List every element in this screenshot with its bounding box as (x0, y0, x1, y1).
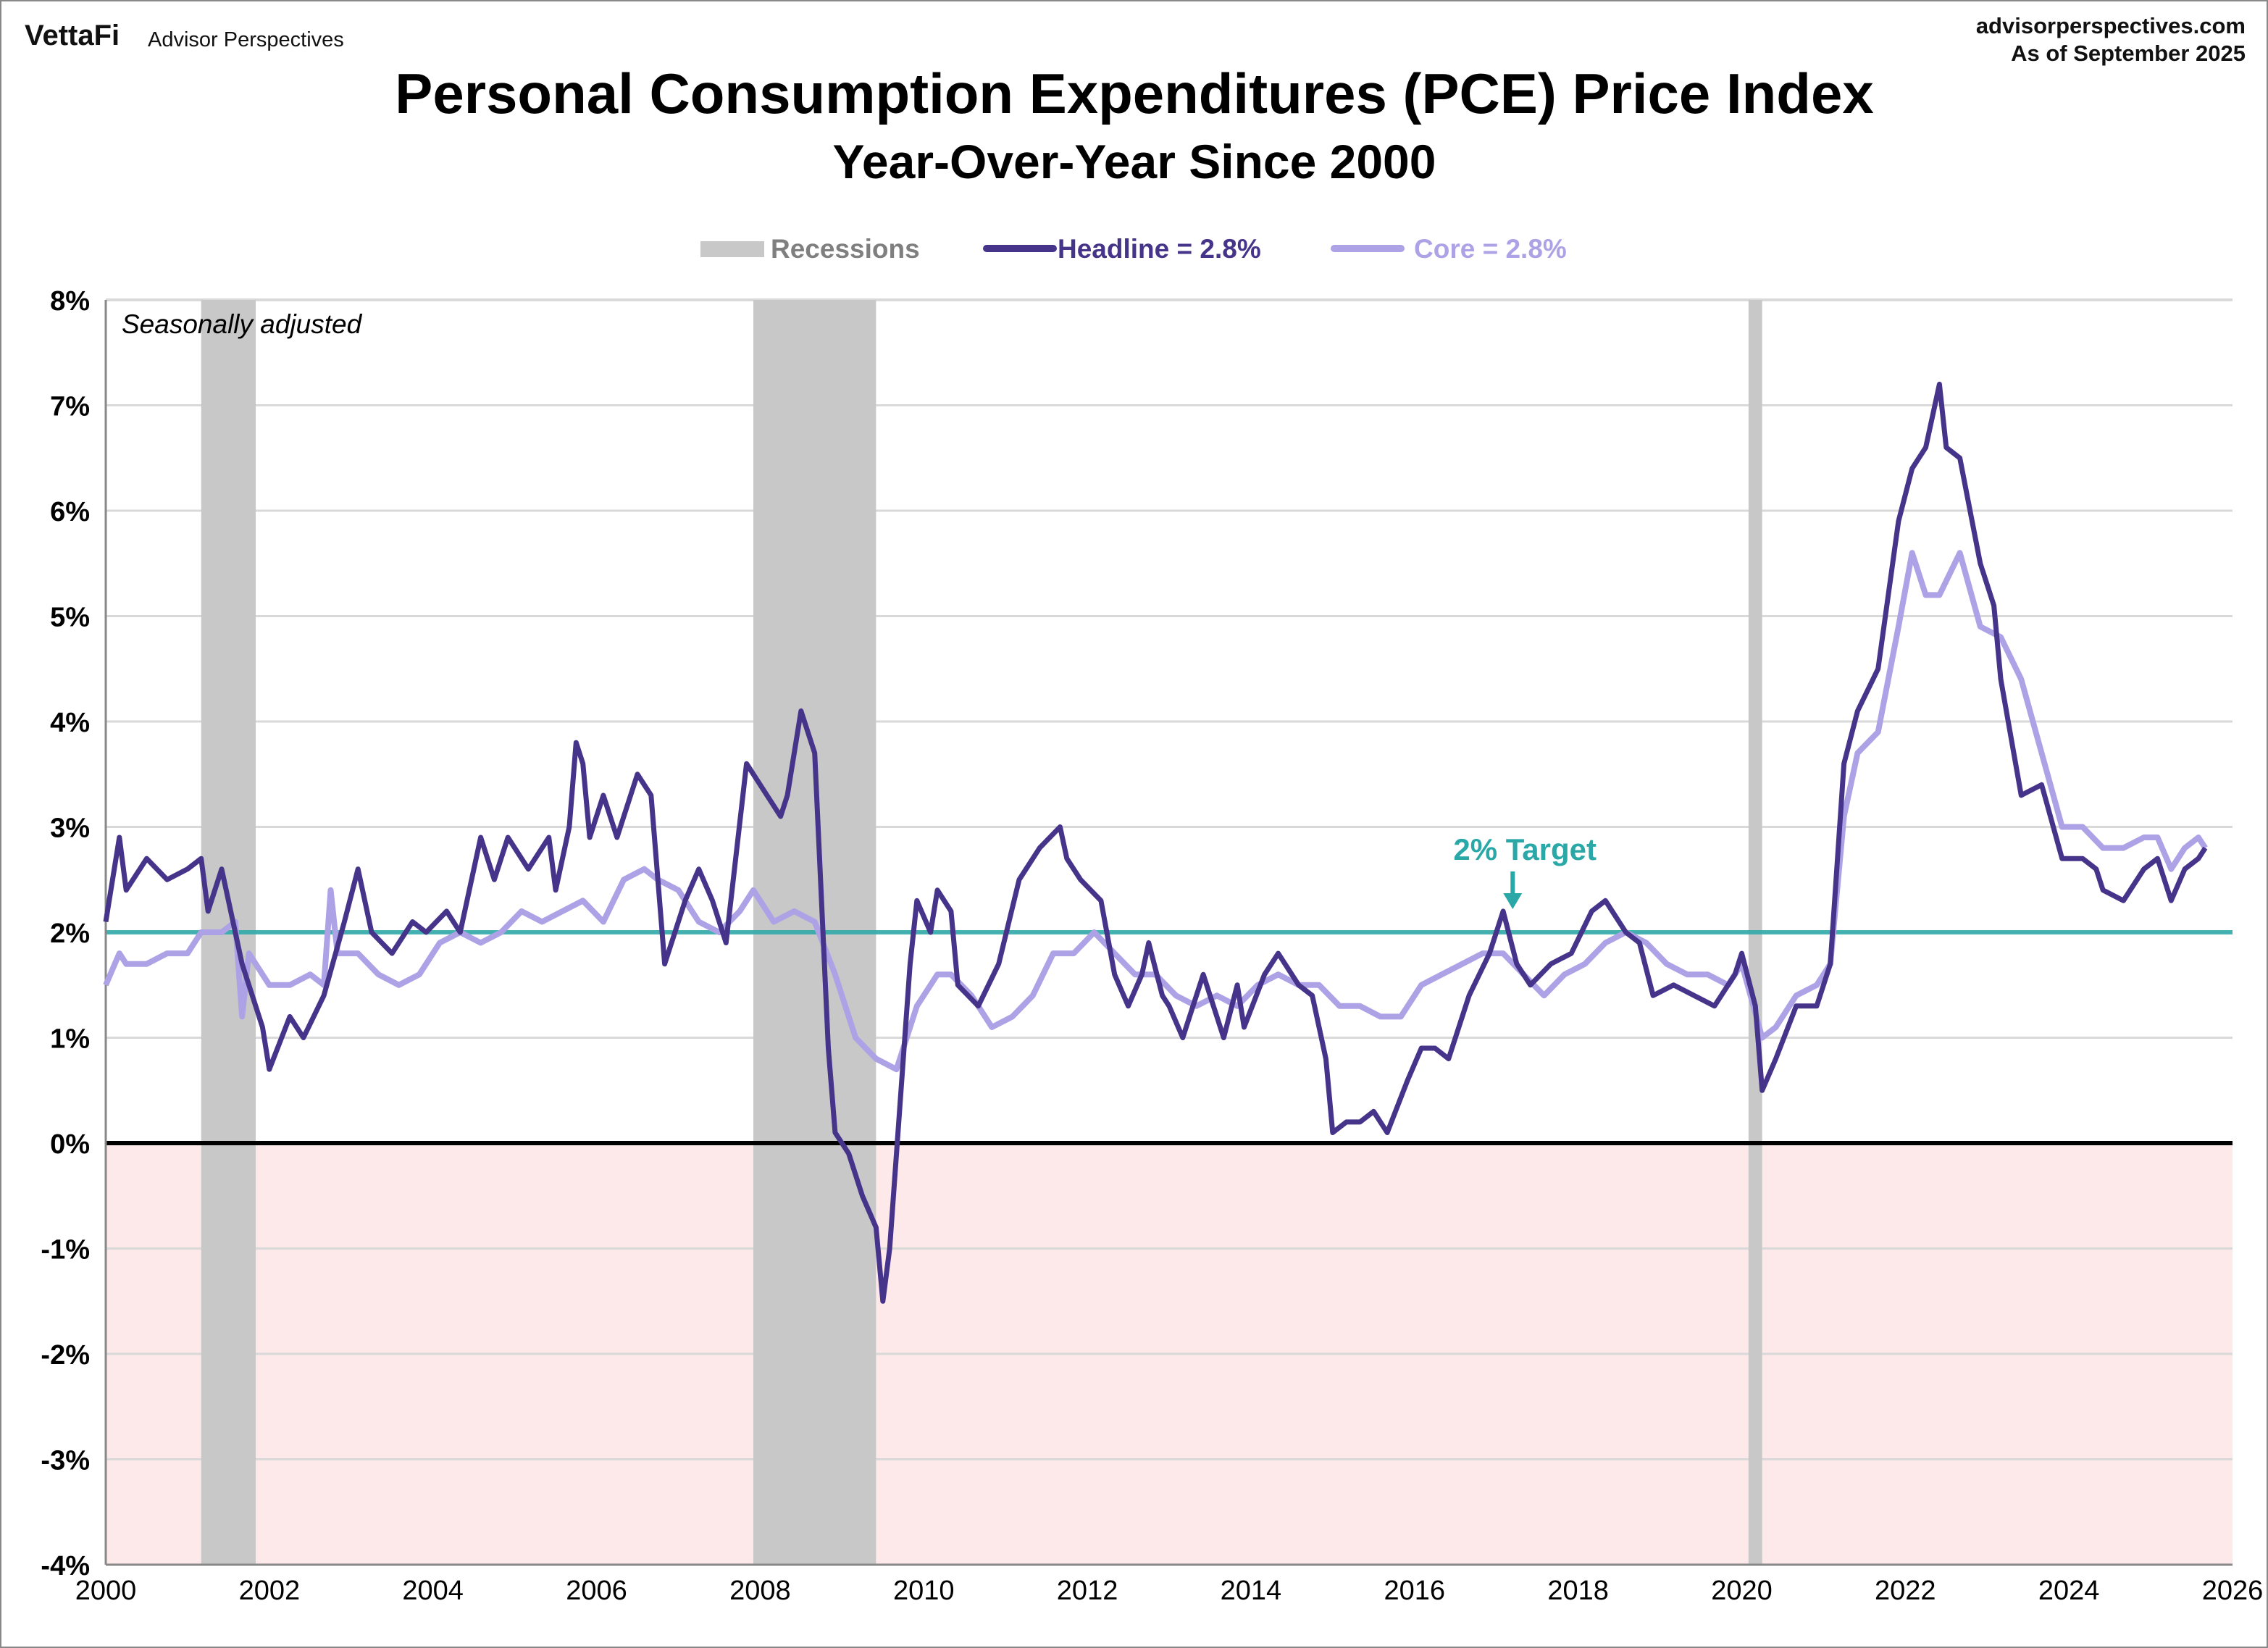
y-tick-label: 6% (50, 497, 90, 527)
x-tick-label: 2026 (2202, 1576, 2264, 1606)
x-tick-label: 2008 (729, 1576, 791, 1606)
x-tick-label: 2020 (1711, 1576, 1773, 1606)
legend-core-label: Core = 2.8% (1414, 234, 1567, 264)
x-tick-label: 2010 (893, 1576, 955, 1606)
target-arrow-icon (1503, 871, 1523, 909)
as-of-date: As of September 2025 (2011, 41, 2246, 66)
series-line-headline (103, 381, 2208, 1304)
y-tick-label: 8% (50, 286, 90, 317)
plot-area: -4% -3% -2% -1% 0% 1% 2% 3% 4% 5% 6% 7% 8% 2000 2002 20… (41, 286, 2263, 1606)
x-tick-label: 2004 (402, 1576, 464, 1606)
y-tick-label: 0% (50, 1129, 90, 1160)
legend-recessions-swatch (700, 241, 764, 257)
y-tick-label: 2% (50, 919, 90, 949)
target-label: 2% Target (1453, 832, 1597, 866)
x-tick-label: 2006 (566, 1576, 627, 1606)
x-tick-label: 2002 (239, 1576, 301, 1606)
x-tick-label: 2012 (1057, 1576, 1118, 1606)
y-tick-label: -1% (41, 1235, 90, 1266)
y-tick-label: -2% (41, 1340, 90, 1371)
site-url: advisorperspectives.com (1976, 13, 2246, 38)
seasonal-note: Seasonally adjusted (122, 309, 363, 339)
series-line-core (103, 550, 2208, 1073)
x-tick-label: 2000 (75, 1576, 137, 1606)
y-tick-label: 7% (50, 392, 90, 422)
brand-name: Advisor Perspectives (148, 28, 344, 51)
x-tick-label: 2024 (2038, 1576, 2100, 1606)
y-tick-label: 4% (50, 708, 90, 738)
legend-recessions-label: Recessions (771, 234, 920, 264)
legend-headline-label: Headline = 2.8% (1058, 234, 1261, 264)
chart-title: Personal Consumption Expenditures (PCE) … (395, 62, 1873, 125)
x-tick-label: 2014 (1221, 1576, 1282, 1606)
chart-subtitle: Year-Over-Year Since 2000 (833, 135, 1436, 188)
y-tick-label: 3% (50, 813, 90, 844)
y-tick-label: -4% (41, 1551, 90, 1581)
x-tick-label: 2016 (1384, 1576, 1445, 1606)
vettafi-logo: VettaFi (25, 20, 120, 51)
x-tick-label: 2022 (1875, 1576, 1936, 1606)
y-tick-label: 5% (50, 603, 90, 633)
y-tick-label: 1% (50, 1024, 90, 1055)
x-tick-label: 2018 (1547, 1576, 1609, 1606)
y-tick-label: -3% (41, 1446, 90, 1476)
legend: Recessions Headline = 2.8% Core = 2.8% (700, 234, 1567, 264)
